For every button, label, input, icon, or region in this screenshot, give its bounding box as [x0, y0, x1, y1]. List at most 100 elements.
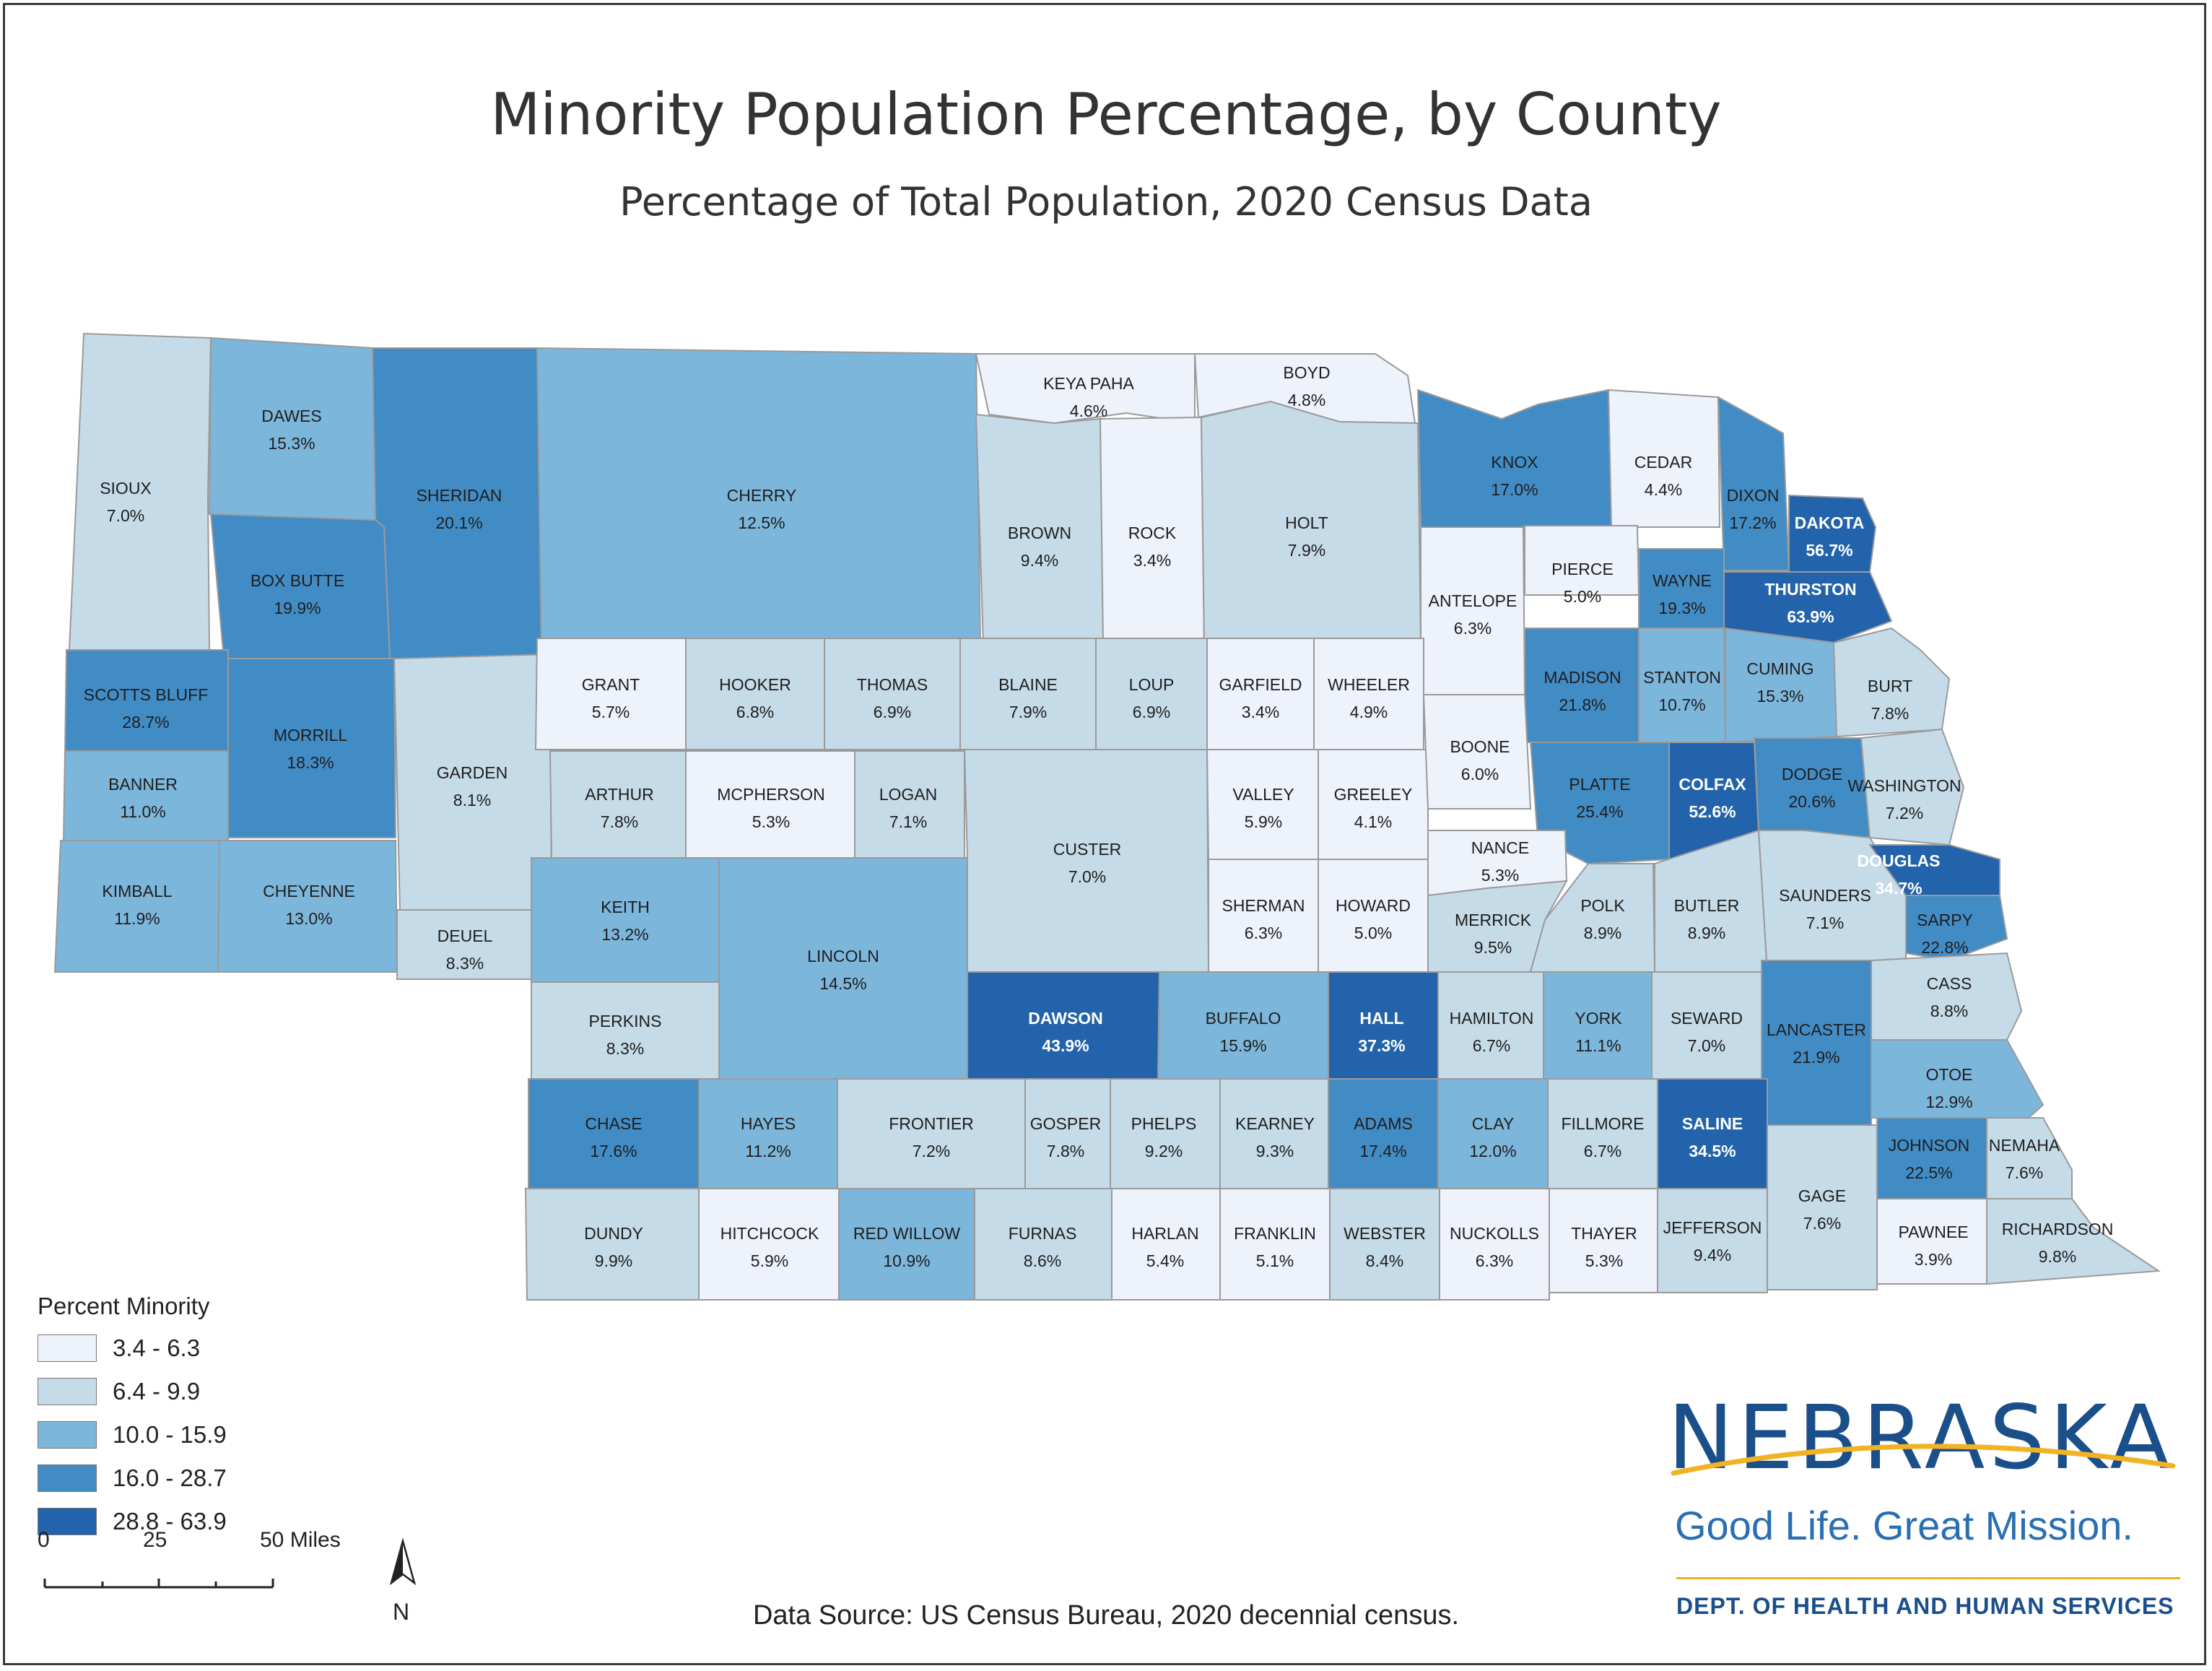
county-name-frontier: FRONTIER — [889, 1114, 974, 1133]
county-name-wayne: WAYNE — [1653, 571, 1712, 590]
county-name-thayer: THAYER — [1571, 1224, 1637, 1243]
county-value-morrill: 18.3% — [287, 753, 334, 772]
map-title: Minority Population Percentage, by Count… — [490, 81, 1722, 148]
county-hitchcock — [698, 1188, 840, 1301]
county-value-sherman: 6.3% — [1245, 924, 1282, 942]
county-name-cherry: CHERRY — [727, 486, 797, 505]
county-keith — [531, 857, 720, 983]
county-value-york: 11.1% — [1575, 1036, 1621, 1055]
county-dawson — [967, 971, 1161, 1086]
data-source: Data Source: US Census Bureau, 2020 dece… — [752, 1600, 1460, 1631]
county-harlan — [1111, 1188, 1221, 1301]
county-adams — [1328, 1078, 1439, 1189]
county-jefferson — [1657, 1188, 1768, 1293]
county-name-brown: BROWN — [1008, 524, 1071, 542]
county-name-clay: CLAY — [1472, 1114, 1514, 1133]
county-value-hitchcock: 5.9% — [751, 1251, 788, 1270]
county-name-nuckolls: NUCKOLLS — [1450, 1224, 1539, 1243]
county-pawnee — [1876, 1198, 1987, 1285]
county-value-arthur: 7.8% — [601, 812, 638, 831]
scale-label-mid: 25 — [143, 1528, 167, 1552]
county-value-chase: 17.6% — [590, 1142, 637, 1160]
county-value-loup: 6.9% — [1133, 703, 1170, 721]
county-name-saline: SALINE — [1682, 1114, 1743, 1133]
county-dixon — [1717, 396, 1790, 571]
county-name-valley: VALLEY — [1232, 785, 1294, 804]
county-washington — [1860, 728, 1965, 846]
county-name-merrick: MERRICK — [1455, 911, 1532, 929]
county-name-scotts-bluff: SCOTTS BLUFF — [84, 685, 209, 704]
county-name-washington: WASHINGTON — [1847, 776, 1961, 795]
county-value-wheeler: 4.9% — [1350, 703, 1388, 721]
county-name-buffalo: BUFFALO — [1206, 1009, 1281, 1028]
county-name-hayes: HAYES — [741, 1114, 796, 1133]
county-value-otoe: 12.9% — [1925, 1093, 1972, 1111]
county-arthur — [549, 750, 687, 859]
county-name-chase: CHASE — [585, 1114, 642, 1133]
county-value-cass: 8.8% — [1930, 1002, 1968, 1020]
county-name-stanton: STANTON — [1643, 668, 1721, 687]
county-name-greeley: GREELEY — [1334, 785, 1413, 804]
county-name-banner: BANNER — [108, 775, 178, 794]
county-clay — [1437, 1078, 1549, 1189]
county-value-keya-paha: 4.6% — [1070, 402, 1107, 420]
county-fillmore — [1547, 1078, 1658, 1189]
county-logan — [854, 750, 965, 859]
county-name-boyd: BOYD — [1283, 363, 1330, 382]
county-value-nuckolls: 6.3% — [1476, 1251, 1513, 1270]
county-name-nance: NANCE — [1471, 838, 1530, 857]
county-name-sioux: SIOUX — [100, 479, 152, 498]
county-boone — [1422, 694, 1532, 810]
county-value-keith: 13.2% — [601, 925, 648, 944]
county-name-franklin: FRANKLIN — [1234, 1224, 1316, 1243]
county-value-garfield: 3.4% — [1242, 703, 1279, 721]
county-sherman — [1208, 859, 1319, 973]
legend-label: 28.8 - 63.9 — [113, 1508, 227, 1535]
county-name-antelope: ANTELOPE — [1429, 591, 1518, 610]
county-value-washington: 7.2% — [1886, 804, 1923, 823]
county-greeley — [1318, 749, 1429, 860]
county-franklin — [1219, 1188, 1331, 1301]
county-name-keya-paha: KEYA PAHA — [1043, 374, 1134, 393]
county-value-lincoln: 14.5% — [819, 974, 866, 993]
county-name-garden: GARDEN — [437, 763, 508, 782]
county-value-logan: 7.1% — [889, 812, 927, 831]
county-saline — [1657, 1078, 1768, 1189]
county-frontier — [837, 1078, 1026, 1189]
county-dakota — [1788, 494, 1877, 573]
county-value-phelps: 9.2% — [1145, 1142, 1183, 1160]
county-thurston — [1723, 571, 1893, 644]
county-value-greeley: 4.1% — [1354, 812, 1392, 831]
county-valley — [1206, 749, 1319, 860]
county-name-sarpy: SARPY — [1917, 911, 1973, 929]
county-value-colfax: 52.6% — [1689, 802, 1736, 821]
county-nemaha — [1986, 1117, 2073, 1199]
county-gage — [1767, 1124, 1878, 1290]
county-value-clay: 12.0% — [1469, 1142, 1516, 1160]
county-value-fillmore: 6.7% — [1584, 1142, 1621, 1160]
county-value-hooker: 6.8% — [736, 703, 774, 721]
county-value-box-butte: 19.9% — [274, 599, 321, 617]
map-frame — [3, 3, 2206, 1665]
logo-divider — [1676, 1577, 2180, 1579]
county-name-knox: KNOX — [1491, 453, 1538, 472]
county-value-douglas: 34.7% — [1875, 879, 1922, 898]
county-value-gosper: 7.8% — [1047, 1142, 1084, 1160]
county-loup — [1095, 638, 1208, 750]
county-value-franklin: 5.1% — [1256, 1251, 1294, 1270]
county-name-saunders: SAUNDERS — [1779, 886, 1871, 905]
county-value-sheridan: 20.1% — [435, 513, 482, 532]
county-value-burt: 7.8% — [1871, 704, 1909, 723]
legend-swatch — [38, 1508, 97, 1535]
county-value-hamilton: 6.7% — [1473, 1036, 1510, 1055]
county-hayes — [698, 1078, 838, 1189]
county-sarpy — [1905, 895, 2008, 962]
county-value-lancaster: 21.9% — [1793, 1048, 1839, 1067]
county-value-grant: 5.7% — [592, 703, 630, 721]
county-name-webster: WEBSTER — [1344, 1224, 1426, 1243]
county-value-dodge: 20.6% — [1788, 792, 1835, 811]
county-value-dawes: 15.3% — [268, 434, 315, 453]
county-name-gage: GAGE — [1798, 1186, 1846, 1205]
county-blaine — [959, 638, 1097, 750]
county-name-sherman: SHERMAN — [1222, 896, 1305, 915]
